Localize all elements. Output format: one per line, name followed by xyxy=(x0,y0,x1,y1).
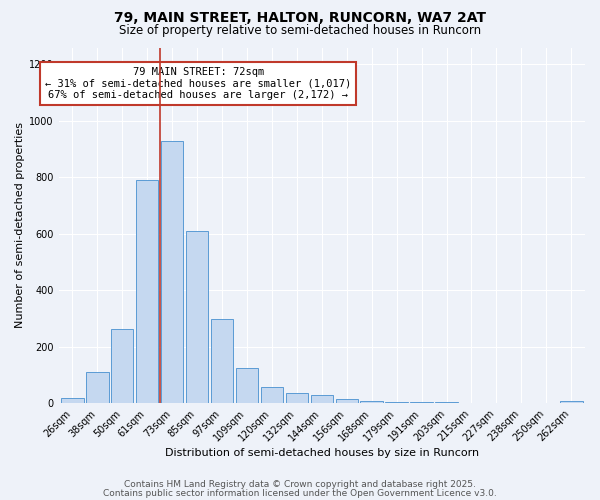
Text: Size of property relative to semi-detached houses in Runcorn: Size of property relative to semi-detach… xyxy=(119,24,481,37)
Bar xyxy=(311,395,333,404)
Bar xyxy=(436,402,458,404)
Bar xyxy=(261,386,283,404)
Bar xyxy=(410,402,433,404)
Bar xyxy=(385,402,408,404)
X-axis label: Distribution of semi-detached houses by size in Runcorn: Distribution of semi-detached houses by … xyxy=(165,448,479,458)
Y-axis label: Number of semi-detached properties: Number of semi-detached properties xyxy=(15,122,25,328)
Bar xyxy=(186,231,208,404)
Bar xyxy=(111,328,133,404)
Text: Contains public sector information licensed under the Open Government Licence v3: Contains public sector information licen… xyxy=(103,488,497,498)
Bar xyxy=(211,318,233,404)
Bar xyxy=(236,368,258,404)
Bar xyxy=(286,392,308,404)
Bar xyxy=(161,140,184,404)
Bar xyxy=(361,401,383,404)
Bar xyxy=(560,401,583,404)
Text: 79, MAIN STREET, HALTON, RUNCORN, WA7 2AT: 79, MAIN STREET, HALTON, RUNCORN, WA7 2A… xyxy=(114,11,486,25)
Bar xyxy=(136,180,158,404)
Text: 79 MAIN STREET: 72sqm
← 31% of semi-detached houses are smaller (1,017)
67% of s: 79 MAIN STREET: 72sqm ← 31% of semi-deta… xyxy=(45,67,351,100)
Bar xyxy=(61,398,83,404)
Bar xyxy=(86,372,109,404)
Bar xyxy=(460,403,483,404)
Text: Contains HM Land Registry data © Crown copyright and database right 2025.: Contains HM Land Registry data © Crown c… xyxy=(124,480,476,489)
Bar xyxy=(335,399,358,404)
